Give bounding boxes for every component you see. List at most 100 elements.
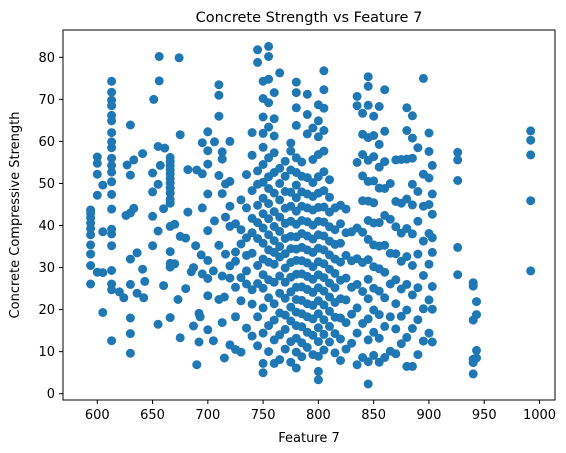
data-point [86,261,96,270]
y-tick-label: 30 [38,261,55,276]
data-point [347,309,357,319]
data-point [148,211,158,221]
data-point [107,95,117,105]
data-point [313,337,323,347]
data-point [424,328,434,338]
data-point [391,299,401,309]
data-point [253,166,263,176]
data-point [269,188,279,198]
data-point [98,227,108,237]
data-point [269,236,279,246]
data-point [107,266,117,275]
data-point [242,170,251,180]
data-point [407,153,417,163]
x-axis-title: Feature 7 [278,431,340,446]
data-point [258,283,268,293]
data-point [242,323,251,333]
data-point [236,195,246,205]
data-point [427,337,437,347]
data-point [319,329,329,339]
data-point [264,214,274,224]
data-point [313,323,323,333]
data-point [129,155,139,165]
data-point [138,149,148,159]
data-point [269,299,279,309]
data-point [453,242,463,252]
data-point [253,312,263,322]
data-point [380,240,390,250]
data-point [363,274,373,284]
data-point [418,271,428,280]
data-point [286,146,296,156]
data-point [107,76,117,86]
data-point [280,263,290,273]
data-point [427,189,437,199]
data-point [203,146,213,156]
data-point [264,122,274,132]
data-point [413,216,423,226]
data-point [214,90,224,100]
data-point [352,157,362,167]
data-point [453,176,463,185]
data-point [107,224,117,234]
data-point [189,263,198,273]
y-tick-label: 20 [38,303,55,318]
data-point [472,310,481,320]
data-point [275,330,285,340]
data-point [319,66,329,76]
data-point [107,153,117,163]
x-tick-label: 800 [306,408,331,423]
data-point [336,257,345,267]
data-point [291,103,301,113]
data-point [86,279,96,289]
data-point [154,52,164,61]
data-point [269,259,279,269]
data-point [119,293,129,303]
data-point [107,204,117,214]
data-point [253,45,263,55]
data-point [275,195,285,205]
data-point [264,52,274,61]
data-point [231,247,240,257]
data-point [380,267,390,277]
data-point [526,266,536,276]
data-point [203,255,213,265]
data-point [165,247,175,257]
data-point [258,160,268,169]
data-point [125,313,135,323]
data-point [413,143,423,153]
data-point [374,286,384,296]
data-point [402,279,412,289]
data-point [313,116,323,126]
data-point [369,198,379,208]
data-point [407,179,417,189]
data-point [258,128,268,138]
data-point [264,41,274,51]
data-point [319,126,329,135]
data-point [418,73,428,83]
data-point [107,177,117,187]
data-point [217,147,227,157]
data-point [264,199,274,209]
data-point [391,324,401,334]
data-point [231,256,240,266]
data-point [341,344,351,354]
data-point [374,333,384,343]
y-axis-title: Concrete Compressive Strength [8,112,23,319]
data-point [336,356,345,365]
data-point [208,266,218,276]
data-point [159,204,169,214]
data-point [269,148,279,158]
data-point [258,112,268,122]
data-point [217,154,227,164]
data-point [336,334,345,344]
data-point [258,328,268,338]
data-point [402,305,412,315]
data-point [427,209,437,219]
data-point [269,88,279,98]
data-point [413,283,423,293]
data-point [264,321,274,331]
data-point [358,227,368,237]
data-point [219,292,229,302]
data-point [203,274,213,283]
